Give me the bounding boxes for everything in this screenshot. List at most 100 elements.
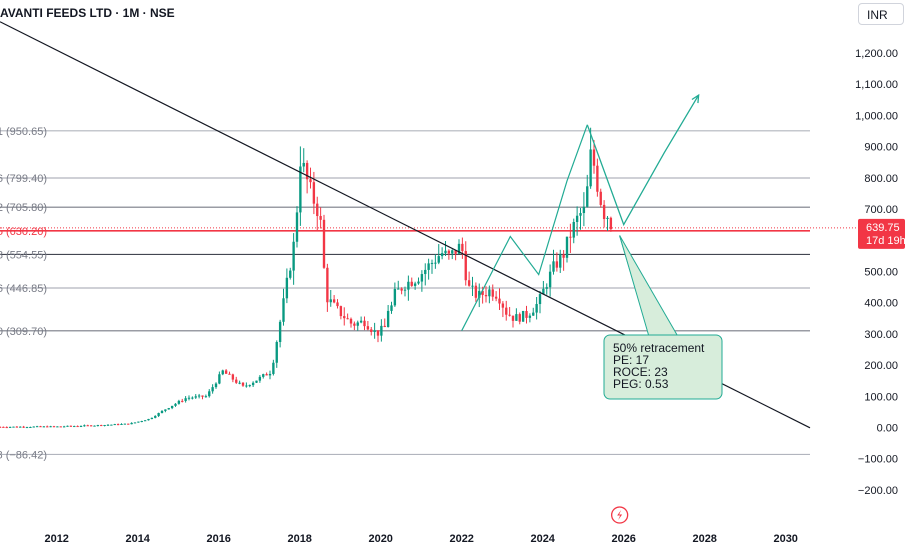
candle-body: [2, 426, 5, 428]
candle-body: [343, 316, 346, 319]
x-tick-label: 2030: [773, 533, 797, 545]
candle-body: [440, 253, 444, 257]
candle-body: [518, 314, 521, 322]
candle-body: [322, 219, 326, 268]
candle-body: [49, 426, 52, 428]
candle-body: [292, 241, 295, 271]
candle-body: [596, 165, 599, 192]
candle-body: [143, 420, 147, 422]
candle-body: [164, 409, 167, 411]
y-tick-label: −200.00: [858, 485, 898, 497]
symbol-title[interactable]: AVANTI FEEDS LTD · 1M · NSE: [0, 6, 175, 20]
candle-body: [100, 425, 103, 427]
candle-body: [59, 426, 62, 428]
x-tick-label: 2018: [287, 533, 311, 545]
candle-body: [221, 370, 224, 375]
candle-body: [532, 312, 535, 316]
fib-level-label: 0.382 (705.80): [0, 202, 47, 214]
y-tick-label: −100.00: [858, 454, 898, 466]
candle-body: [52, 426, 56, 428]
candle-body: [552, 261, 555, 272]
y-tick-label: 100.00: [864, 391, 898, 403]
candle-body: [110, 424, 113, 426]
candle-body: [191, 397, 194, 399]
candle-body: [137, 421, 140, 423]
fib-level-label: 0.236 (799.40): [0, 173, 47, 185]
candle-body: [494, 296, 498, 299]
callout-box: [603, 334, 723, 400]
callout-text: PE: 17: [613, 353, 649, 367]
candle-body: [602, 204, 606, 220]
candle-body: [521, 310, 525, 322]
candle-body: [245, 385, 248, 387]
candle-body: [66, 425, 69, 427]
candle-body: [228, 373, 231, 375]
candle-body: [86, 425, 89, 427]
candle-body: [420, 274, 424, 282]
y-tick-label: 500.00: [864, 266, 898, 278]
candle-body: [457, 243, 461, 254]
candle-body: [413, 283, 417, 286]
callout-text: ROCE: 23: [613, 365, 668, 379]
candle-body: [451, 250, 454, 254]
candle-body: [447, 250, 451, 254]
fib-level-label: 0.5 (630.20): [0, 226, 47, 238]
candle-body: [444, 250, 447, 254]
price-tag: [858, 218, 905, 249]
candle-body: [268, 373, 272, 376]
candle-body: [319, 216, 322, 220]
candle-body: [282, 298, 285, 322]
candle-body: [251, 382, 255, 386]
candle-body: [133, 422, 137, 424]
candle-body: [542, 288, 545, 295]
candle-body: [83, 425, 86, 427]
lightning-icon: [617, 510, 623, 520]
candle-body: [312, 182, 316, 204]
candle-body: [599, 191, 602, 205]
candle-body: [410, 281, 413, 286]
candle-body: [262, 374, 265, 377]
candle-body: [211, 387, 214, 392]
currency-button[interactable]: INR: [858, 3, 904, 25]
candle-body: [89, 425, 93, 427]
fib-level-label: 0.786 (446.85): [0, 283, 47, 295]
candle-body: [201, 395, 204, 397]
candle-body: [467, 280, 471, 286]
candle-body: [569, 236, 572, 238]
candle-body: [69, 425, 73, 427]
candle-body: [204, 396, 208, 398]
candle-body: [390, 305, 393, 311]
candle-body: [42, 426, 46, 428]
candle-body: [224, 370, 228, 374]
candle-body: [474, 285, 478, 298]
pattern-line: [461, 124, 588, 331]
candle-body: [491, 289, 494, 297]
candle-body: [535, 304, 538, 313]
candle-body: [8, 426, 12, 428]
candle-body: [329, 299, 332, 303]
candle-body: [255, 380, 258, 383]
candle-body: [316, 203, 319, 217]
candle-body: [76, 426, 79, 428]
candle-body: [295, 212, 299, 242]
candle-body: [478, 290, 481, 298]
candle-body: [299, 166, 302, 213]
candle-body: [481, 290, 484, 296]
candle-body: [289, 270, 292, 278]
candle-body: [248, 385, 251, 387]
candle-body: [181, 400, 184, 402]
candle-body: [393, 288, 397, 306]
candle-body: [35, 426, 39, 428]
x-tick-label: 2026: [611, 533, 635, 545]
candle-body: [592, 149, 596, 166]
candle-body: [265, 374, 268, 376]
candle-body: [403, 289, 407, 291]
candle-body: [505, 307, 508, 315]
candle-body: [515, 314, 518, 321]
candle-body: [258, 376, 262, 381]
candle-body: [170, 405, 174, 409]
candle-body: [383, 325, 386, 327]
y-tick-label: 1,200.00: [855, 48, 898, 60]
